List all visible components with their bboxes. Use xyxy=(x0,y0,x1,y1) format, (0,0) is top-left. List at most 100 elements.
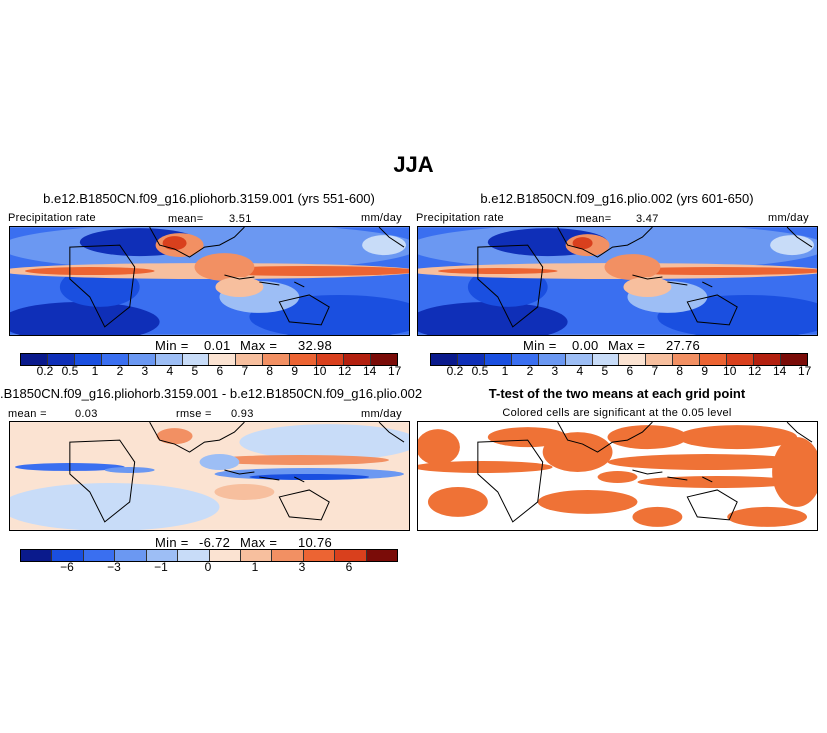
colorbar-swatch xyxy=(538,354,566,365)
panel2-min-value: 0.00 xyxy=(572,338,599,353)
panel2-mean-label: mean= xyxy=(576,213,612,225)
colorbar-swatch xyxy=(74,354,102,365)
colorbar-tick-label: 0.5 xyxy=(471,364,489,378)
colorbar-tick-label: 6 xyxy=(626,364,634,378)
colorbar-swatch xyxy=(673,354,701,365)
colorbar-swatch xyxy=(370,354,397,365)
panel3-max-label: Max = xyxy=(240,535,278,550)
colorbar-tick-label: 14 xyxy=(772,364,787,378)
colorbar-tick-label: 12 xyxy=(338,364,352,378)
panel2-min-label: Min = xyxy=(523,338,557,353)
colorbar-tick-label: 1 xyxy=(251,560,259,574)
colorbar-tick-label: 0.2 xyxy=(446,364,464,378)
panel2-max-label: Max = xyxy=(608,338,646,353)
panel2-title: b.e12.B1850CN.f09_g16.plio.002 (yrs 601-… xyxy=(480,191,754,206)
colorbar-swatch xyxy=(484,354,512,365)
colorbar-swatch xyxy=(146,550,179,561)
panel1-mean-value: 3.51 xyxy=(229,213,252,225)
colorbar-tick-label: 2 xyxy=(116,364,124,378)
colorbar-tick-label: 8 xyxy=(676,364,684,378)
colorbar-tick-label: 9 xyxy=(291,364,299,378)
colorbar-tick-label: 6 xyxy=(345,560,353,574)
colorbar-tick-label: 6 xyxy=(216,364,224,378)
panel1-max-value: 32.98 xyxy=(298,338,333,353)
colorbar-swatch xyxy=(128,354,156,365)
panel3-rmse-label: rmse = xyxy=(176,408,212,420)
colorbar-swatch xyxy=(272,550,304,561)
colorbar-tick-label: 9 xyxy=(701,364,709,378)
colorbar-swatch xyxy=(209,550,241,561)
colorbar-swatch xyxy=(457,354,485,365)
colorbar-tick-label: 10 xyxy=(313,364,327,378)
colorbar-swatch xyxy=(178,550,210,561)
colorbar-swatch xyxy=(182,354,210,365)
colorbar-swatch xyxy=(646,354,674,365)
panel4-title: T-test of the two means at each grid poi… xyxy=(488,386,746,401)
panel2-units: mm/day xyxy=(768,212,809,224)
colorbar-swatch xyxy=(780,354,807,365)
panel1-units: mm/day xyxy=(361,212,402,224)
colorbar-tick-label: 3 xyxy=(141,364,149,378)
colorbar-swatch xyxy=(115,550,147,561)
colorbar-swatch xyxy=(21,550,53,561)
panel1-colorbar xyxy=(20,353,398,366)
panel3-mean-value: 0.03 xyxy=(75,408,98,420)
colorbar-tick-label: 2 xyxy=(526,364,534,378)
colorbar-tick-label: −3 xyxy=(107,560,121,574)
colorbar-tick-label: 1 xyxy=(91,364,99,378)
colorbar-swatch xyxy=(47,354,75,365)
colorbar-swatch xyxy=(700,354,728,365)
colorbar-tick-label: 0.2 xyxy=(36,364,54,378)
panel1-min-label: Min = xyxy=(155,338,189,353)
colorbar-tick-label: 12 xyxy=(748,364,762,378)
colorbar-swatch xyxy=(290,354,318,365)
colorbar-tick-label: 4 xyxy=(166,364,174,378)
panel2-max-value: 27.76 xyxy=(666,338,701,353)
colorbar-swatch xyxy=(335,550,367,561)
panel3-title: .B1850CN.f09_g16.pliohorb.3159.001 - b.e… xyxy=(0,386,423,401)
colorbar-swatch xyxy=(236,354,264,365)
colorbar-swatch xyxy=(21,354,48,365)
colorbar-tick-label: 5 xyxy=(191,364,199,378)
colorbar-swatch xyxy=(344,354,371,365)
colorbar-tick-label: 17 xyxy=(387,364,402,378)
colorbar-swatch xyxy=(155,354,183,365)
colorbar-swatch xyxy=(619,354,647,365)
colorbar-swatch xyxy=(511,354,539,365)
colorbar-swatch xyxy=(431,354,458,365)
colorbar-tick-label: 1 xyxy=(501,364,509,378)
panel1-colorbar-ticks: 0.2 0.5 1 2 3 4 5 6 7 8 9 10 12 14 17 xyxy=(20,364,402,380)
panel2-colorbar-ticks: 0.2 0.5 1 2 3 4 5 6 7 8 9 10 12 14 17 xyxy=(430,364,812,380)
colorbar-swatch xyxy=(317,354,345,365)
colorbar-tick-label: 3 xyxy=(551,364,559,378)
colorbar-swatch xyxy=(754,354,781,365)
panel2-precip-map xyxy=(417,226,818,336)
panel1-precip-map xyxy=(9,226,410,336)
colorbar-tick-label: 10 xyxy=(723,364,737,378)
panel3-mean-label: mean = xyxy=(8,408,47,420)
panel2-colorbar xyxy=(430,353,808,366)
colorbar-swatch xyxy=(83,550,116,561)
colorbar-swatch xyxy=(209,354,237,365)
colorbar-swatch xyxy=(263,354,291,365)
panel3-max-value: 10.76 xyxy=(298,535,333,550)
colorbar-tick-label: 5 xyxy=(601,364,609,378)
colorbar-tick-label: 0 xyxy=(204,560,212,574)
panel2-mean-value: 3.47 xyxy=(636,213,659,225)
colorbar-swatch xyxy=(565,354,593,365)
panel4-subtitle: Colored cells are significant at the 0.0… xyxy=(502,407,732,419)
panel1-max-label: Max = xyxy=(240,338,278,353)
colorbar-tick-label: 7 xyxy=(241,364,249,378)
colorbar-tick-label: 4 xyxy=(576,364,584,378)
panel3-min-label: Min = xyxy=(155,535,189,550)
colorbar-tick-label: 7 xyxy=(651,364,659,378)
panel1-title: b.e12.B1850CN.f09_g16.pliohorb.3159.001 … xyxy=(43,191,375,206)
colorbar-swatch xyxy=(101,354,129,365)
panel3-colorbar-ticks: −6 −3 −1 0 1 3 6 xyxy=(20,560,396,576)
colorbar-swatch xyxy=(592,354,620,365)
panel4-ttest-map xyxy=(417,421,818,531)
panel3-units: mm/day xyxy=(361,408,402,420)
panel1-min-value: 0.01 xyxy=(204,338,231,353)
colorbar-swatch xyxy=(52,550,84,561)
colorbar-tick-label: 0.5 xyxy=(61,364,79,378)
